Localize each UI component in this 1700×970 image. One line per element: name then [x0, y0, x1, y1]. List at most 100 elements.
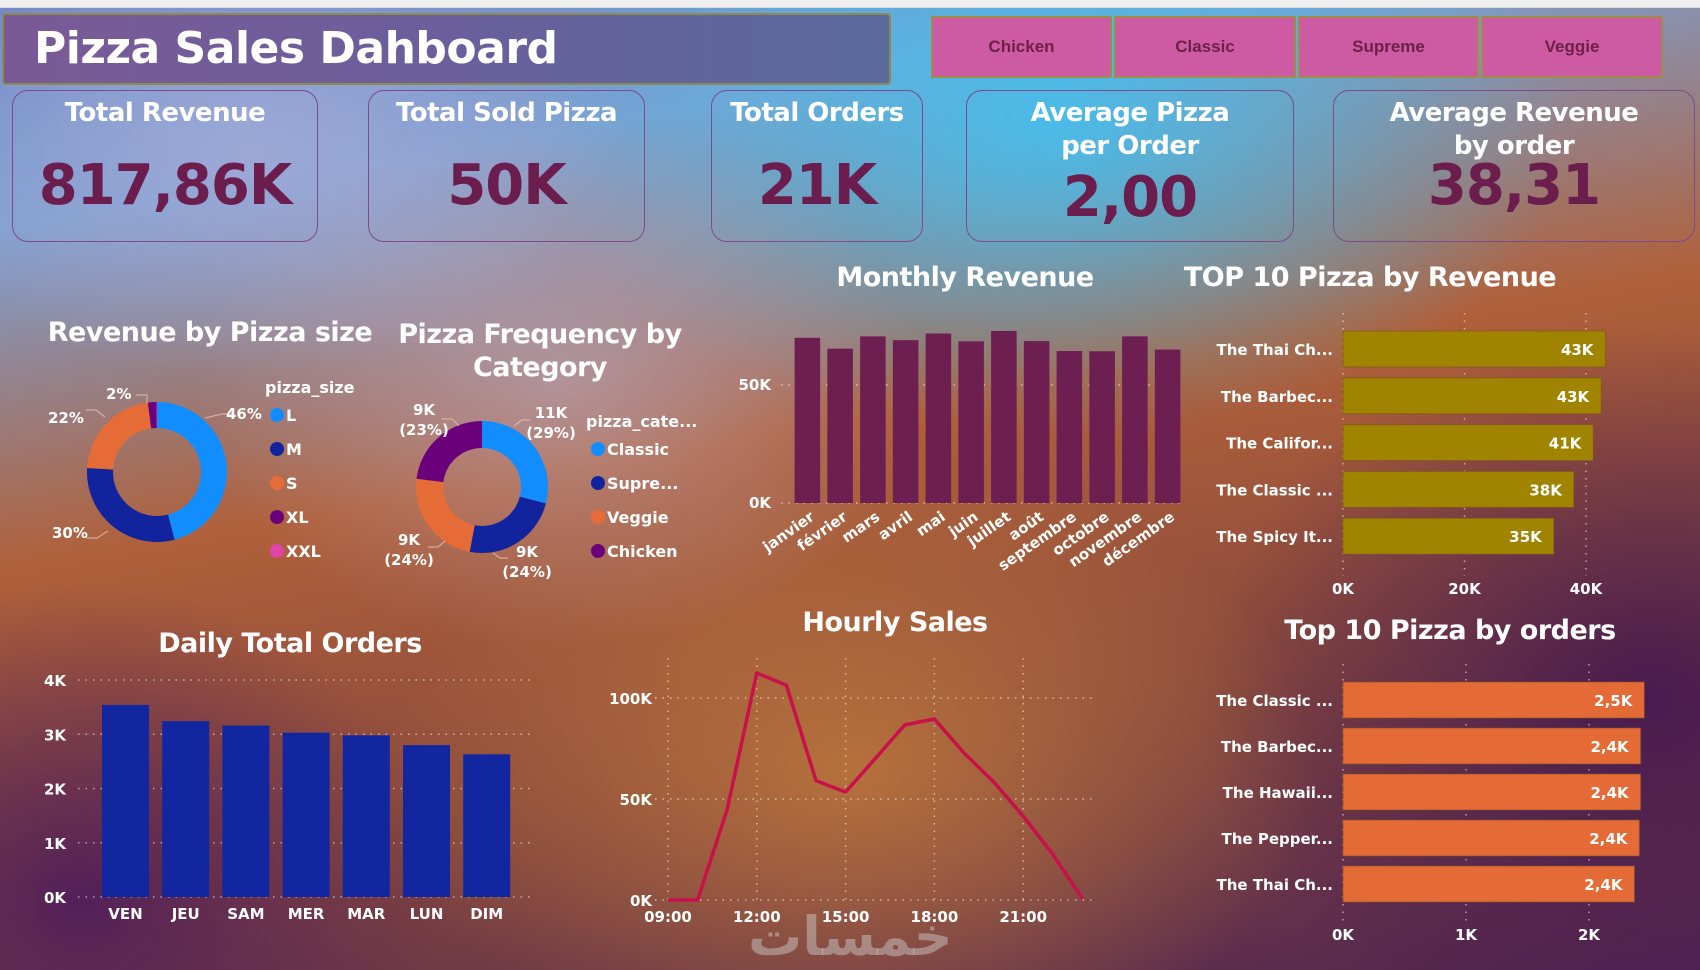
x-tick-label: LUN [410, 905, 444, 923]
chart-title-size: Revenue by Pizza size [47, 317, 373, 348]
y-category-label: The Thai Ch... [1217, 876, 1333, 894]
y-category-label: The Classic ... [1216, 481, 1333, 499]
x-tick-label: 40K [1570, 580, 1604, 598]
data-label: (24%) [502, 563, 552, 581]
donut-slice-classic [482, 421, 549, 504]
legend-item: M [286, 440, 302, 459]
slicer-button-classic[interactable]: Classic [1114, 16, 1296, 78]
horizontal-bar [1342, 330, 1606, 368]
slicer-button-label: Supreme [1352, 37, 1425, 56]
x-tick-label: 12:00 [733, 908, 781, 926]
kpi-label: Average Pizza per Order [1030, 98, 1230, 161]
kpi-card-total-sold-pizza: Total Sold Pizza 50K [368, 90, 645, 242]
data-label: 38K [1529, 481, 1563, 499]
x-tick-label: MER [288, 905, 325, 923]
chart-title-top-revenue: TOP 10 Pizza by Revenue [1183, 262, 1557, 293]
kpi-card-total-revenue: Total Revenue 817,86K [12, 90, 318, 242]
x-tick-label: 0K [1332, 926, 1355, 944]
kpi-card-average-pizza-per-order: Average Pizza per Order 2,00 [966, 90, 1294, 242]
data-label: 46% [226, 405, 262, 423]
y-tick-label: 50K [739, 376, 773, 394]
kpi-value: 21K [757, 153, 877, 218]
data-label: 35K [1509, 528, 1543, 546]
data-label: 30% [52, 524, 88, 542]
data-label: 2,4K [1589, 830, 1629, 848]
donut-slice-veggie [416, 478, 475, 552]
data-label: (24%) [384, 551, 434, 569]
y-category-label: The Califor... [1226, 435, 1333, 453]
legend-marker-icon [591, 544, 605, 558]
x-tick-label: mai [913, 508, 949, 540]
horizontal-bar [1342, 865, 1636, 903]
kpi-value: 50K [447, 153, 566, 218]
horizontal-bar [1342, 681, 1645, 719]
y-tick-label: 4K [44, 672, 67, 690]
chart-title-monthly: Monthly Revenue [836, 262, 1094, 293]
data-label: 2,4K [1584, 876, 1624, 894]
kpi-value: 2,00 [1062, 165, 1198, 230]
monthly-bar [1089, 351, 1115, 503]
label-leader-line [86, 409, 106, 418]
y-tick-label: 50K [620, 791, 654, 809]
kpi-card-total-orders: Total Orders 21K [711, 90, 923, 242]
horizontal-bar [1342, 377, 1602, 415]
daily-bar [102, 704, 149, 897]
legend-marker-icon [270, 510, 284, 524]
page-title: Pizza Sales Dahboard [34, 23, 558, 74]
chart-title-daily: Daily Total Orders [158, 628, 422, 659]
slicer-button-label: Classic [1175, 37, 1235, 56]
horizontal-bar [1342, 773, 1642, 811]
x-tick-label: 0K [1332, 580, 1355, 598]
y-category-label: The Spicy It... [1216, 528, 1333, 546]
monthly-bar [892, 340, 919, 503]
monthly-bar [1056, 351, 1083, 503]
data-label: 2,4K [1590, 738, 1630, 756]
monthly-bar [794, 337, 821, 503]
donut-slice-m [86, 467, 175, 542]
monthly-bar [860, 336, 886, 503]
data-label: 2,4K [1590, 784, 1630, 802]
slicer-button-veggie[interactable]: Veggie [1481, 16, 1663, 78]
kpi-value: 817,86K [38, 153, 293, 218]
slicer-button-supreme[interactable]: Supreme [1298, 16, 1479, 78]
legend-item: Classic [607, 440, 669, 459]
y-category-label: The Classic ... [1216, 692, 1333, 710]
donut-slice-chicken [416, 421, 482, 483]
kpi-card-average-revenue-by-order: Average Revenue by order 38,31 [1333, 90, 1695, 242]
horizontal-bar [1342, 727, 1642, 765]
monthly-bar [1154, 349, 1181, 503]
data-label: 9K [398, 531, 421, 549]
data-label: 43K [1557, 388, 1591, 406]
label-leader-line [442, 418, 460, 427]
chart-title-top-orders: Top 10 Pizza by orders [1284, 615, 1616, 646]
monthly-bar [827, 348, 853, 503]
slicer-button-chicken[interactable]: Chicken [931, 16, 1112, 78]
kpi-value: 38,31 [1427, 153, 1601, 218]
legend-marker-icon [591, 510, 605, 524]
label-leader-line [492, 552, 508, 559]
horizontal-bar [1342, 424, 1594, 462]
watermark-text: خمسات [748, 905, 953, 968]
legend-item: XXL [286, 542, 321, 561]
x-tick-label: 21:00 [999, 908, 1047, 926]
x-tick-label: SAM [227, 905, 264, 923]
data-label: 22% [48, 409, 84, 427]
legend-item: S [286, 474, 298, 493]
data-label: 41K [1549, 435, 1583, 453]
kpi-label: Total Sold Pizza [395, 98, 618, 128]
legend-title: pizza_cate... [586, 412, 697, 431]
x-tick-label: MAR [347, 905, 386, 923]
x-tick-label: 18:00 [911, 908, 959, 926]
x-tick-label: JEU [171, 905, 200, 923]
data-label: 2,5K [1594, 692, 1634, 710]
dashboard-title-bar: Pizza Sales Dahboard [2, 13, 891, 85]
label-leader-line [513, 419, 530, 427]
kpi-label: Total Orders [730, 98, 904, 128]
legend-item: Supre... [607, 474, 678, 493]
hourly-sales-line [668, 671, 1084, 902]
label-leader-line [136, 394, 148, 403]
label-leader-line [87, 530, 109, 539]
legend-item: Veggie [607, 508, 669, 527]
horizontal-bar [1342, 517, 1555, 555]
